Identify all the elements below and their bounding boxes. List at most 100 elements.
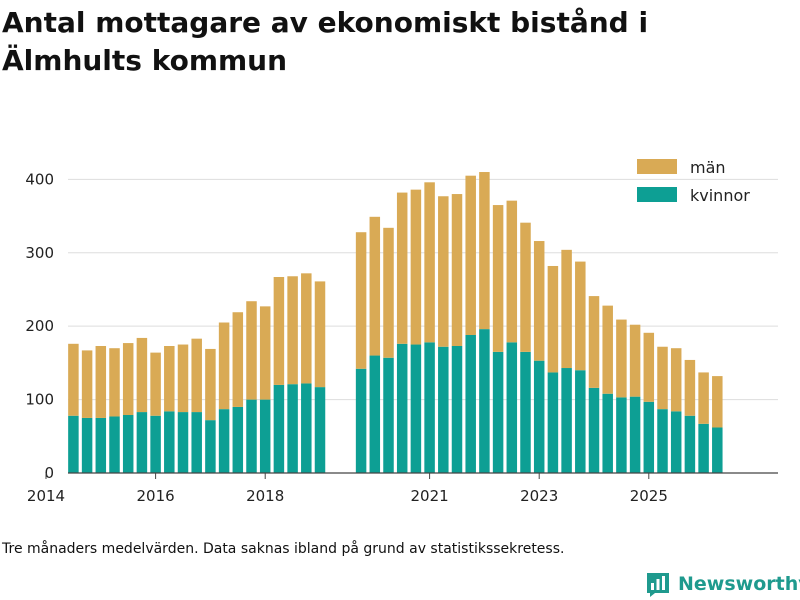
bar-kvinnor: [109, 416, 120, 473]
bar-kvinnor: [547, 372, 559, 473]
bar-kvinnor: [465, 334, 476, 473]
bar-kvinnor: [520, 351, 531, 473]
bar-kvinnor: [68, 415, 79, 473]
bar-man: [657, 346, 668, 410]
bar-man: [164, 346, 175, 412]
bar-kvinnor: [191, 412, 202, 473]
bar-man: [629, 324, 641, 397]
bar-man: [81, 350, 93, 418]
bar-man: [533, 241, 545, 361]
bar-man: [136, 337, 148, 413]
x-tick-label: 2016: [137, 487, 175, 505]
bar-kvinnor: [698, 423, 709, 473]
bar-kvinnor: [438, 346, 449, 473]
chart-title: Antal mottagare av ekonomiskt bistånd i …: [2, 6, 649, 77]
bar-man: [95, 346, 107, 418]
x-tick-label: 2025: [630, 487, 668, 505]
y-tick-label: 200: [25, 317, 54, 335]
bar-kvinnor: [643, 401, 655, 473]
bar-man: [232, 312, 244, 407]
bar-kvinnor: [451, 346, 463, 473]
bar-kvinnor: [575, 370, 586, 473]
bar-kvinnor: [479, 329, 490, 473]
bars: [68, 172, 723, 473]
bar-man: [396, 192, 408, 344]
x-tick-label: 2018: [246, 487, 284, 505]
bar-man: [712, 376, 723, 428]
bar-man: [259, 306, 271, 400]
bar-man: [301, 273, 312, 384]
bar-man: [383, 227, 394, 358]
bar-man: [438, 196, 449, 347]
bar-kvinnor: [684, 415, 696, 473]
bar-man: [616, 319, 627, 398]
bar-kvinnor: [81, 417, 93, 473]
bar-kvinnor: [122, 415, 134, 473]
bar-man: [465, 175, 476, 335]
bar-kvinnor: [95, 417, 107, 473]
brand-name: Newsworthy: [678, 573, 800, 595]
bar-kvinnor: [712, 427, 723, 473]
bar-kvinnor: [602, 393, 613, 473]
bar-kvinnor: [287, 384, 298, 473]
bar-man: [575, 261, 586, 371]
bar-man: [122, 343, 134, 416]
bar-man: [684, 359, 696, 416]
bar-man: [424, 182, 435, 343]
bar-kvinnor: [410, 344, 422, 473]
bar-kvinnor: [396, 343, 408, 473]
bar-kvinnor: [164, 411, 175, 473]
x-tick-label: 2021: [411, 487, 449, 505]
bar-man: [205, 348, 216, 421]
bar-kvinnor: [492, 351, 504, 473]
y-tick-label: 300: [25, 244, 54, 262]
x-tick-label: 2014: [27, 487, 65, 505]
bar-man: [698, 372, 709, 424]
bar-man: [506, 200, 518, 343]
legend-swatch-women: [637, 187, 677, 202]
bar-chart-logo-icon: [647, 573, 669, 597]
bar-kvinnor: [259, 399, 271, 473]
bar-man: [177, 344, 189, 413]
bar-man: [479, 172, 490, 330]
brand-logo[interactable]: Newsworthy: [645, 569, 800, 599]
bar-kvinnor: [273, 384, 285, 473]
bar-kvinnor: [136, 412, 148, 473]
bar-kvinnor: [533, 360, 545, 473]
bar-man: [547, 265, 559, 373]
bar-man: [492, 205, 504, 352]
bar-man: [273, 276, 285, 385]
bar-kvinnor: [588, 387, 600, 473]
bar-kvinnor: [232, 406, 244, 473]
bar-kvinnor: [561, 368, 572, 473]
bar-kvinnor: [424, 342, 435, 473]
bar-kvinnor: [629, 396, 641, 473]
bar-kvinnor: [670, 411, 682, 473]
bar-man: [451, 194, 463, 347]
y-tick-label: 100: [25, 391, 54, 409]
bar-kvinnor: [383, 357, 394, 473]
bar-man: [314, 281, 326, 388]
bar-kvinnor: [314, 387, 326, 473]
x-axis: 2014 2016 2018 2021 2023 2025: [27, 472, 778, 505]
bar-kvinnor: [657, 409, 668, 473]
bar-man: [68, 343, 79, 416]
bar-man: [191, 338, 202, 413]
legend-swatch-men: [637, 159, 677, 174]
legend-label-women: kvinnor: [690, 186, 750, 205]
bar-man: [246, 301, 257, 400]
bar-kvinnor: [177, 412, 189, 473]
bar-man: [588, 296, 600, 388]
bar-man: [287, 276, 298, 385]
bar-man: [150, 352, 161, 416]
bar-man: [643, 332, 655, 402]
bar-man: [561, 249, 572, 369]
bar-kvinnor: [301, 383, 312, 473]
bar-man: [602, 305, 613, 394]
footnote: Tre månaders medelvärden. Data saknas ib…: [2, 541, 565, 557]
x-tick-label: 2023: [520, 487, 558, 505]
bar-man: [410, 189, 422, 345]
y-axis-ticks: 0 100 200 300 400: [25, 170, 54, 482]
legend: män kvinnor: [637, 158, 750, 205]
bar-kvinnor: [150, 415, 161, 473]
